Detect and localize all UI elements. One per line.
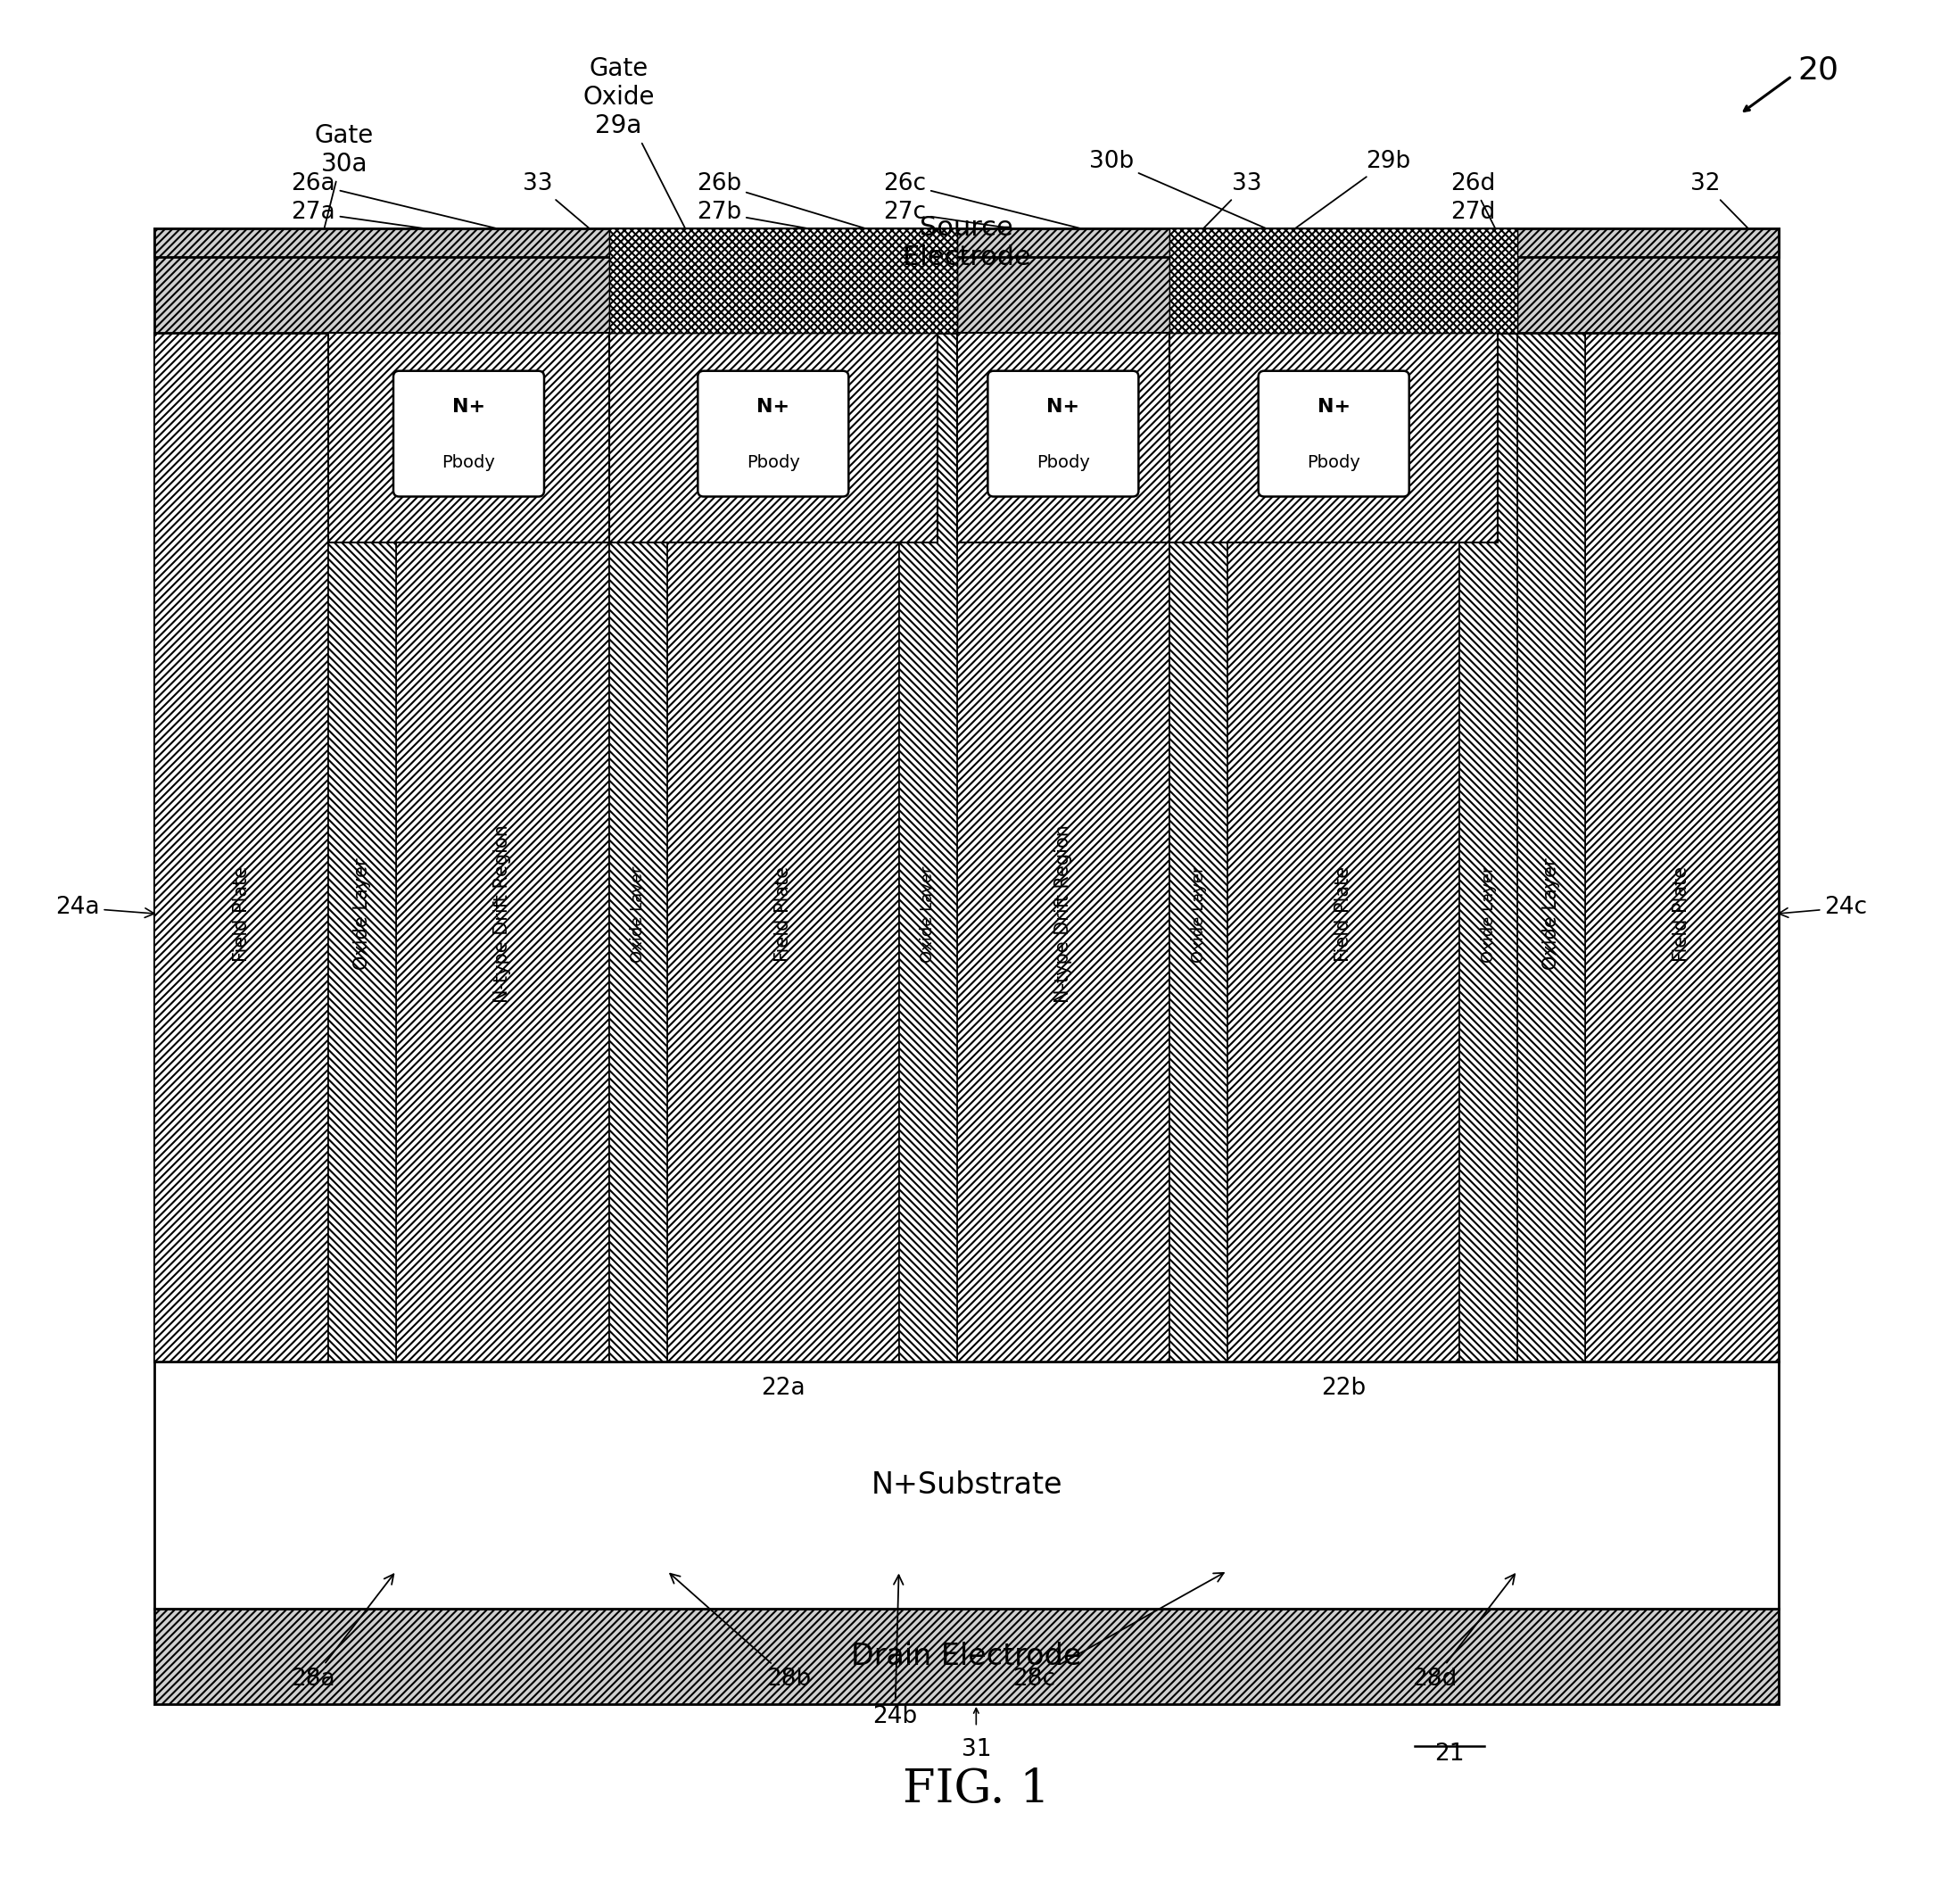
Text: 28d: 28d [1411,1575,1515,1691]
FancyBboxPatch shape [988,371,1139,497]
Bar [899,333,957,1361]
Text: 22b: 22b [1320,1377,1367,1399]
Text: 27a: 27a [292,202,595,255]
Text: 26d: 26d [1450,173,1506,249]
Text: 28c: 28c [1013,1573,1224,1691]
Bar [155,228,1778,333]
FancyBboxPatch shape [1258,371,1409,497]
Text: Field Plate: Field Plate [773,866,793,962]
Text: 32: 32 [1689,173,1765,246]
Text: 33: 33 [1183,173,1262,249]
Bar [609,228,957,333]
Bar [667,333,899,1361]
Bar [155,228,1778,257]
FancyBboxPatch shape [394,371,545,497]
Text: 26b: 26b [696,173,943,253]
Bar [155,1609,1778,1704]
FancyBboxPatch shape [698,371,849,497]
Text: Field Plate: Field Plate [1334,866,1353,962]
Text: Oxide Layer: Oxide Layer [920,866,936,962]
Text: Pbody: Pbody [1036,453,1090,470]
Text: 27b: 27b [696,202,943,255]
Bar [609,333,667,1361]
Bar [1585,333,1778,1361]
Text: N+Substrate: N+Substrate [872,1470,1061,1500]
Text: Gate
Oxide
29a: Gate Oxide 29a [582,55,694,246]
Bar [609,228,957,333]
Text: 24a: 24a [56,897,155,920]
Text: Pbody: Pbody [1307,453,1361,470]
Text: 28b: 28b [671,1573,812,1691]
Bar [957,333,1169,1361]
Bar [957,333,1169,543]
Bar [1169,333,1227,1361]
Text: FIG. 1: FIG. 1 [903,1767,1050,1813]
Bar [1459,333,1517,1361]
Text: Oxide Layer: Oxide Layer [630,866,646,962]
Text: 27d: 27d [1450,202,1506,249]
Text: Field Plate: Field Plate [1672,866,1691,962]
Text: Gate
30a: Gate 30a [315,124,373,246]
Text: 24c: 24c [1778,897,1867,920]
Text: Source
Electrode: Source Electrode [903,215,1030,270]
Bar [1517,333,1585,1361]
Text: Oxide Layer: Oxide Layer [1481,866,1496,962]
Text: Pbody: Pbody [443,453,495,470]
Text: 27c: 27c [883,202,1175,255]
Text: N-type Drift Region: N-type Drift Region [1053,824,1073,1003]
Text: N+: N+ [1046,398,1081,415]
Bar [1227,333,1459,1361]
Text: 22a: 22a [762,1377,804,1399]
Text: N-type Drift Region: N-type Drift Region [493,824,512,1003]
Text: 33: 33 [522,173,615,251]
Text: N+: N+ [452,398,485,415]
Text: N+: N+ [1316,398,1351,415]
Text: 26c: 26c [883,173,1175,255]
Text: Oxide Layer: Oxide Layer [1543,859,1560,969]
Bar [155,333,1778,1361]
Bar [1169,228,1517,333]
Text: 30b: 30b [1088,150,1311,248]
Text: N+: N+ [756,398,791,415]
Bar [1169,228,1517,333]
Text: 24b: 24b [872,1575,918,1729]
Text: 29b: 29b [1270,150,1411,248]
Text: 28a: 28a [292,1575,394,1691]
Bar [396,333,609,1361]
Text: Oxide Layer: Oxide Layer [1191,866,1206,962]
Text: 31: 31 [961,1738,992,1761]
Bar [609,333,938,543]
Text: Pbody: Pbody [746,453,800,470]
Bar [329,333,609,543]
Text: 20: 20 [1798,55,1838,86]
Bar [155,333,329,1361]
Text: Field Plate: Field Plate [232,866,251,962]
Text: Oxide Layer: Oxide Layer [354,859,371,969]
Text: Drain Electrode: Drain Electrode [851,1641,1082,1672]
Bar [329,333,396,1361]
Bar [1169,333,1498,543]
Text: 26a: 26a [292,173,595,255]
Bar [155,1361,1778,1609]
Text: 21: 21 [1434,1742,1465,1765]
